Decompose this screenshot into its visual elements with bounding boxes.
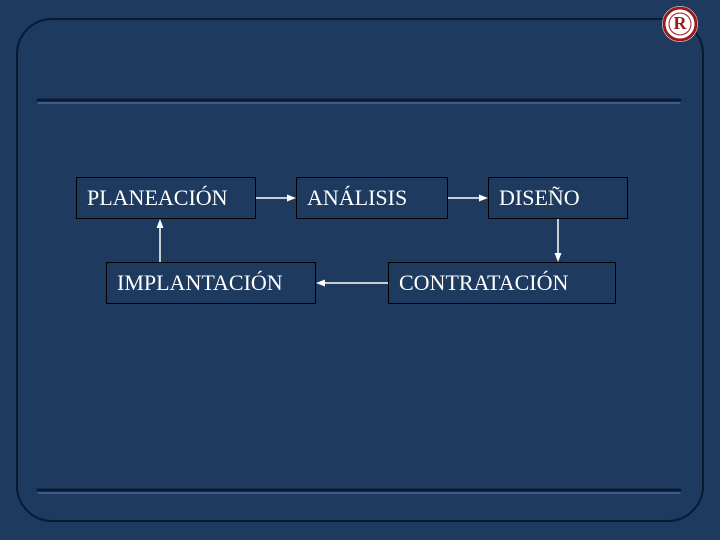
brand-logo: R bbox=[662, 6, 698, 42]
node-label: CONTRATACIÓN bbox=[399, 270, 568, 296]
node-label: IMPLANTACIÓN bbox=[117, 270, 283, 296]
node-analisis: ANÁLISIS bbox=[296, 177, 448, 219]
svg-text:R: R bbox=[674, 13, 688, 33]
slide-canvas: R PLANEACIÓN ANÁLISIS DISEÑO IMPLANTACIÓN CO… bbox=[0, 0, 720, 540]
node-label: DISEÑO bbox=[499, 185, 580, 211]
node-planeacion: PLANEACIÓN bbox=[76, 177, 256, 219]
node-label: ANÁLISIS bbox=[307, 185, 407, 211]
node-contratacion: CONTRATACIÓN bbox=[388, 262, 616, 304]
node-implantacion: IMPLANTACIÓN bbox=[106, 262, 316, 304]
node-label: PLANEACIÓN bbox=[87, 185, 228, 211]
node-diseno: DISEÑO bbox=[488, 177, 628, 219]
